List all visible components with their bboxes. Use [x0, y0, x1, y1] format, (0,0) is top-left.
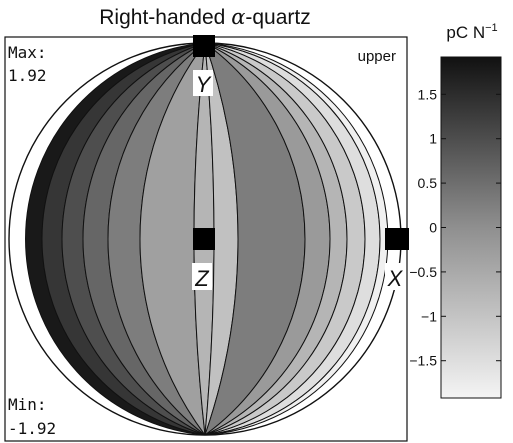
colorbar-tick-label: −1	[421, 308, 437, 324]
z-axis-label: Z	[194, 266, 210, 291]
y-axis-marker	[193, 35, 215, 57]
y-axis-label-bg	[193, 70, 213, 96]
max-value: 1.92	[8, 66, 47, 85]
colorbar-ticks: 1.5 1 0.5 0 −0.5 −1 −1.5	[409, 86, 501, 369]
min-value: -1.92	[8, 419, 56, 438]
z-axis-label-bg	[192, 263, 212, 290]
z-axis-marker	[193, 228, 215, 250]
x-axis-label: X	[387, 266, 404, 291]
colorbar-tick-label: 1	[429, 131, 437, 147]
hemisphere-label: upper	[358, 48, 396, 65]
colorbar-unit: pC N−1	[446, 22, 497, 42]
colorbar-tick-label: 0.5	[418, 175, 438, 191]
contour-bands	[25, 43, 389, 435]
colorbar-tick-label: −1.5	[409, 353, 437, 369]
colorbar-tick-label: −0.5	[409, 264, 437, 280]
min-label: Min:	[8, 395, 47, 414]
x-axis-marker	[385, 228, 409, 250]
colorbar	[440, 56, 502, 399]
max-label: Max:	[8, 43, 47, 62]
colorbar-tick-label: 1.5	[418, 86, 438, 102]
colorbar-tick-label: 0	[429, 220, 437, 236]
figure-title: Right-handed α-quartz	[99, 5, 310, 29]
y-axis-label: Y	[196, 72, 212, 97]
x-axis-label-bg	[385, 263, 405, 290]
